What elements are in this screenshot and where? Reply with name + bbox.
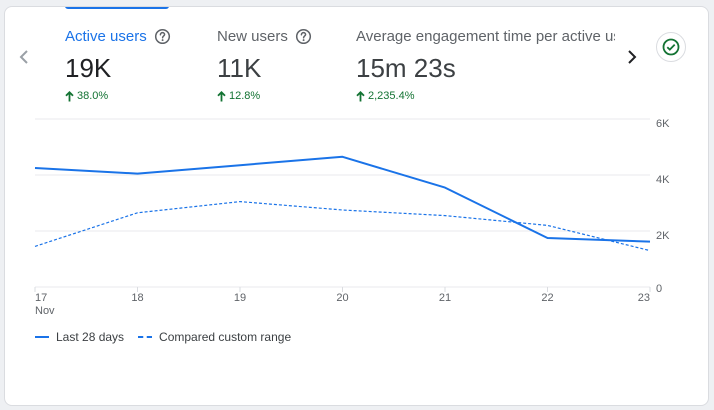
x-tick-label: 19: [234, 292, 246, 304]
x-tick-label: 17: [35, 292, 47, 304]
metric-value: 11K: [217, 53, 262, 83]
legend-item-last-28-days[interactable]: Last 28 days: [35, 330, 124, 344]
next-metrics-button[interactable]: [622, 47, 642, 67]
series-line-compared-range: [34, 201, 651, 252]
active-tab-indicator: [65, 7, 169, 9]
help-icon[interactable]: [295, 28, 312, 45]
check-circle-icon: [662, 38, 680, 56]
metric-change: 2,235.4%: [368, 90, 415, 102]
status-check-button[interactable]: [656, 32, 686, 62]
y-tick-label: 2K: [656, 230, 670, 242]
metric-label: Average engagement time per active user: [356, 27, 615, 45]
chevron-right-icon: [628, 50, 637, 64]
y-tick-label: 0: [656, 283, 662, 295]
x-tick-label: 23: [638, 292, 650, 304]
overview-card: Active users 19K 38.0% New user: [4, 6, 709, 406]
chevron-left-icon: [19, 50, 28, 64]
arrow-up-icon: [217, 90, 226, 101]
y-tick-label: 4K: [656, 174, 670, 186]
metric-value: 15m 23s: [356, 53, 456, 83]
legend-label: Compared custom range: [159, 330, 292, 344]
metric-tabs: Active users 19K 38.0% New user: [5, 7, 615, 107]
legend-swatch-solid: [35, 336, 49, 338]
metric-tab-new-users[interactable]: New users 11K 12.8%: [217, 27, 312, 103]
metric-change: 12.8%: [229, 90, 261, 102]
arrow-up-icon: [356, 90, 365, 101]
metric-tab-avg-engagement-time[interactable]: Average engagement time per active user …: [356, 27, 615, 103]
chart-legend: Last 28 days Compared custom range: [35, 330, 305, 344]
x-tick-label: 21: [439, 292, 451, 304]
legend-label: Last 28 days: [56, 330, 125, 344]
y-tick-label: 6K: [656, 118, 670, 130]
previous-metrics-button[interactable]: [14, 47, 34, 67]
metric-tab-active-users[interactable]: Active users 19K 38.0%: [65, 27, 171, 103]
metric-value: 19K: [65, 53, 112, 83]
help-icon[interactable]: [154, 28, 171, 45]
metric-change: 38.0%: [77, 90, 109, 102]
arrow-up-icon: [65, 90, 74, 101]
legend-swatch-dashed: [138, 336, 153, 338]
x-tick-label: 20: [336, 292, 348, 304]
metric-label: Active users: [65, 27, 147, 45]
x-tick-label: 18: [131, 292, 143, 304]
metric-label: New users: [217, 27, 288, 45]
line-chart: 0 2K 4K 6K 17 18 19 20 21 22 23 Nov: [34, 118, 670, 317]
legend-item-compared-range[interactable]: Compared custom range: [138, 330, 291, 344]
x-tick-label: 22: [541, 292, 553, 304]
x-tick-sublabel: Nov: [35, 305, 55, 317]
series-line-last-28-days: [34, 155, 651, 243]
